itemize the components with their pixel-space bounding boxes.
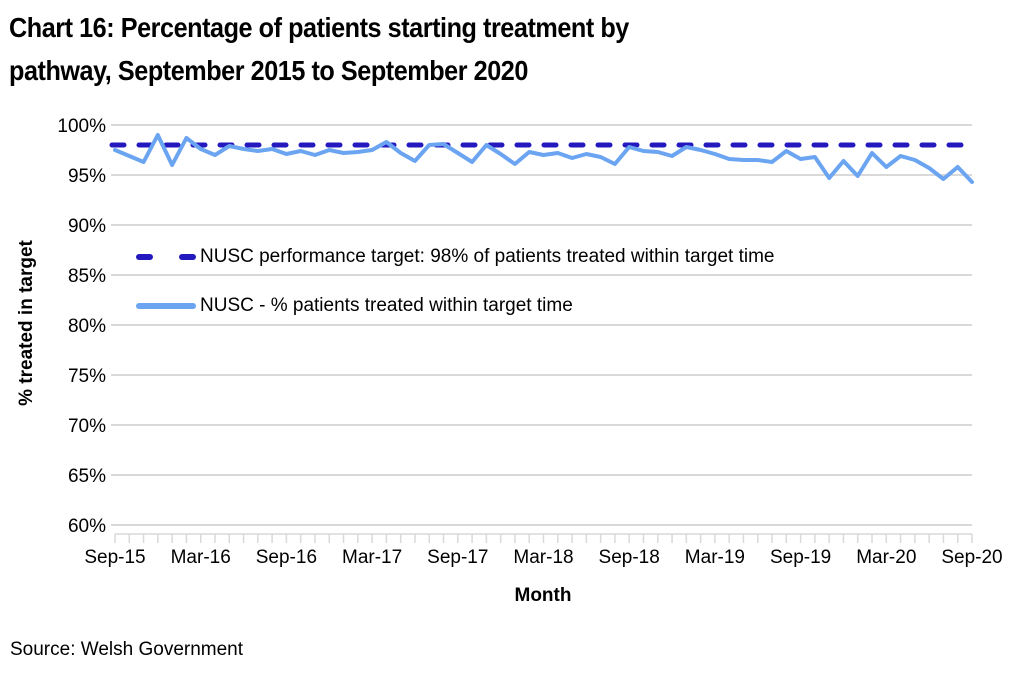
x-tick-label: Mar-19 — [685, 547, 745, 568]
y-tick-label: 85% — [68, 266, 106, 287]
x-tick-label: Sep-17 — [427, 547, 488, 568]
x-tick-label: Sep-16 — [256, 547, 317, 568]
y-axis-title: % treated in target — [16, 240, 37, 406]
chart-title: Chart 16: Percentage of patients startin… — [9, 6, 629, 92]
y-tick-label: 100% — [57, 116, 106, 137]
source-note: Source: Welsh Government — [10, 639, 244, 660]
x-tick-label: Mar-20 — [856, 547, 916, 568]
chart-title-line-1: Chart 16: Percentage of patients startin… — [9, 12, 629, 43]
y-tick-label: 75% — [68, 366, 106, 387]
y-tick-label: 60% — [68, 516, 106, 537]
x-tick-label: Sep-20 — [941, 547, 1002, 568]
x-tick-label: Mar-16 — [171, 547, 231, 568]
x-tick-label: Sep-18 — [599, 547, 660, 568]
dashed-line-swatch-icon — [136, 254, 196, 260]
y-tick-label: 70% — [68, 416, 106, 437]
y-tick-label: 65% — [68, 466, 106, 487]
y-tick-label: 90% — [68, 216, 106, 237]
legend-item-series: NUSC - % patients treated within target … — [136, 295, 573, 317]
x-axis-title: Month — [514, 585, 572, 606]
chart-title-line-2: pathway, September 2015 to September 202… — [9, 55, 528, 86]
x-tick-label: Sep-19 — [770, 547, 831, 568]
x-tick-label: Sep-15 — [84, 547, 145, 568]
solid-line-swatch-icon — [136, 303, 196, 309]
legend-label-series: NUSC - % patients treated within target … — [200, 295, 573, 316]
y-tick-label: 80% — [68, 316, 106, 337]
legend-item-target: NUSC performance target: 98% of patients… — [136, 246, 775, 268]
data-line — [113, 133, 974, 184]
x-tick-label: Mar-18 — [513, 547, 573, 568]
x-tick-label: Mar-17 — [342, 547, 402, 568]
legend-label-target: NUSC performance target: 98% of patients… — [200, 246, 775, 267]
y-tick-label: 95% — [68, 166, 106, 187]
